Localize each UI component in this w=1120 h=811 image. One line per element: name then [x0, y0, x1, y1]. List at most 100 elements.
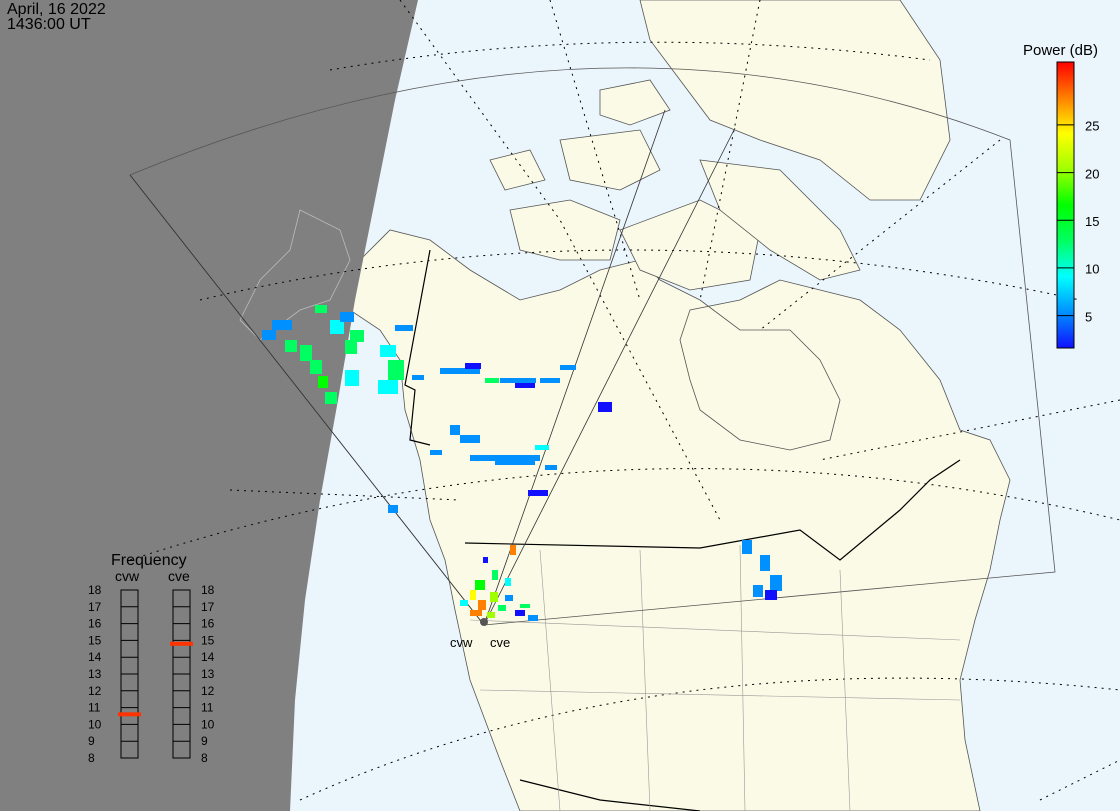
- frequency-scale-label: 16: [88, 617, 102, 631]
- backscatter-cell: [262, 330, 276, 340]
- backscatter-cell: [470, 610, 482, 616]
- frequency-scale-label: 10: [201, 717, 215, 731]
- colorbar-tick-label: 15: [1085, 214, 1099, 229]
- colorbar-tick-label: 10: [1085, 262, 1099, 277]
- north-america-landmass: [249, 229, 1011, 811]
- backscatter-cell: [470, 455, 540, 461]
- backscatter-cell: [380, 345, 396, 357]
- night-region: [0, 0, 418, 811]
- backscatter-cell: [560, 365, 576, 370]
- greenland: [639, 0, 951, 201]
- backscatter-cell: [330, 320, 344, 334]
- arctic-island: [599, 79, 671, 126]
- frequency-scale-label: 8: [88, 751, 95, 765]
- graticule: [129, 0, 1120, 801]
- radar-label-cvw: cvw: [450, 635, 473, 650]
- frequency-scale-label: 13: [88, 667, 102, 681]
- backscatter-cell: [478, 600, 486, 610]
- radar-label-cve: cve: [490, 635, 510, 650]
- backscatter-cell: [440, 368, 480, 374]
- radar-name-cvw: cvw: [115, 568, 140, 584]
- frequency-marker: [118, 712, 141, 717]
- backscatter-cell: [412, 375, 424, 380]
- colorbar-tick-label: 25: [1085, 119, 1099, 134]
- baffin-island: [699, 159, 861, 281]
- backscatter-cell: [430, 450, 442, 455]
- backscatter-cell: [345, 370, 359, 386]
- backscatter-cell: [500, 378, 536, 383]
- backscatter-cell: [285, 340, 297, 352]
- backscatter-cell: [340, 312, 354, 322]
- backscatter-cell: [598, 402, 612, 412]
- backscatter-cell: [760, 555, 770, 571]
- colorbar-tick-label: 20: [1085, 166, 1099, 181]
- date-label: April, 16 2022: [7, 1, 106, 18]
- backscatter-cell: [350, 330, 364, 342]
- frequency-scale-label: 16: [201, 617, 215, 631]
- radar-name-cve: cve: [168, 568, 190, 584]
- frequency-scale-label: 17: [201, 600, 215, 614]
- state-lines: [469, 544, 961, 811]
- backscatter-cell: [345, 340, 357, 354]
- frequency-scale-label: 10: [88, 717, 102, 731]
- backscatter-cell: [470, 590, 476, 600]
- arctic-island: [619, 199, 761, 291]
- backscatter-cell: [475, 580, 485, 590]
- colorbar-gradient: [1056, 61, 1075, 349]
- backscatter-cell: [510, 545, 516, 555]
- frequency-scale-label: 13: [201, 667, 215, 681]
- backscatter-cell: [378, 380, 398, 394]
- backscatter-cell: [300, 345, 312, 361]
- frequency-scale-label: 14: [88, 650, 102, 664]
- backscatter-cell: [272, 320, 292, 330]
- backscatter-cell: [310, 360, 322, 374]
- frequency-scale-label: 9: [201, 734, 208, 748]
- frequency-scale-label: 15: [201, 633, 215, 647]
- frequency-scale-label: 11: [201, 701, 214, 715]
- backscatter-cell: [742, 540, 752, 554]
- frequency-title: Frequency: [111, 552, 187, 569]
- backscatter-cell: [465, 363, 481, 369]
- frequency-marker: [170, 641, 193, 646]
- backscatter-cell: [495, 460, 535, 465]
- arctic-island: [489, 149, 546, 191]
- radar-site-marker: [480, 618, 488, 626]
- arctic-island: [509, 199, 621, 261]
- backscatter-cell: [505, 578, 511, 586]
- frequency-scale-label: 11: [88, 701, 101, 715]
- backscatter-cell: [765, 590, 777, 600]
- backscatter-cell: [483, 557, 488, 563]
- backscatter-cell: [770, 575, 782, 591]
- time-label: 1436:00 UT: [7, 16, 91, 33]
- frequency-scale-label: 17: [88, 600, 102, 614]
- backscatter-cell: [388, 360, 404, 380]
- frequency-panel: 18 17 16 15 14 13 12 11 10 9 8 18 17 16 15 14 13 12 11 10 9 8: [88, 583, 215, 765]
- backscatter-cell: [395, 325, 413, 331]
- backscatter-cell: [460, 435, 480, 443]
- backscatter-cell: [388, 505, 398, 513]
- frequency-scale-label: 15: [88, 633, 102, 647]
- backscatter-cell: [325, 392, 337, 404]
- colorbar-title: Power (dB): [1023, 42, 1098, 59]
- backscatter-cell: [528, 615, 538, 621]
- backscatter-cell: [515, 383, 535, 388]
- frequency-scale-label: 14: [201, 650, 215, 664]
- backscatter-cell: [505, 595, 513, 601]
- backscatter-cell: [485, 378, 499, 383]
- frequency-scale-label: 8: [201, 751, 208, 765]
- backscatter-cell: [753, 585, 763, 597]
- colorbar: 5 10 15 20 25: [1056, 61, 1099, 349]
- backscatter-cell: [515, 610, 525, 616]
- frequency-scale-label: 9: [88, 734, 95, 748]
- backscatter-cell: [535, 445, 549, 450]
- land: [249, 0, 1011, 811]
- backscatter-cell: [318, 376, 328, 388]
- backscatter-cell: [492, 570, 498, 580]
- backscatter-cell: [450, 425, 460, 435]
- frequency-scale-label: 12: [88, 684, 102, 698]
- frequency-scale-label: 12: [201, 684, 215, 698]
- frequency-scale-label: 18: [201, 583, 215, 597]
- frequency-scale-label: 18: [88, 583, 102, 597]
- backscatter-cell: [315, 305, 327, 313]
